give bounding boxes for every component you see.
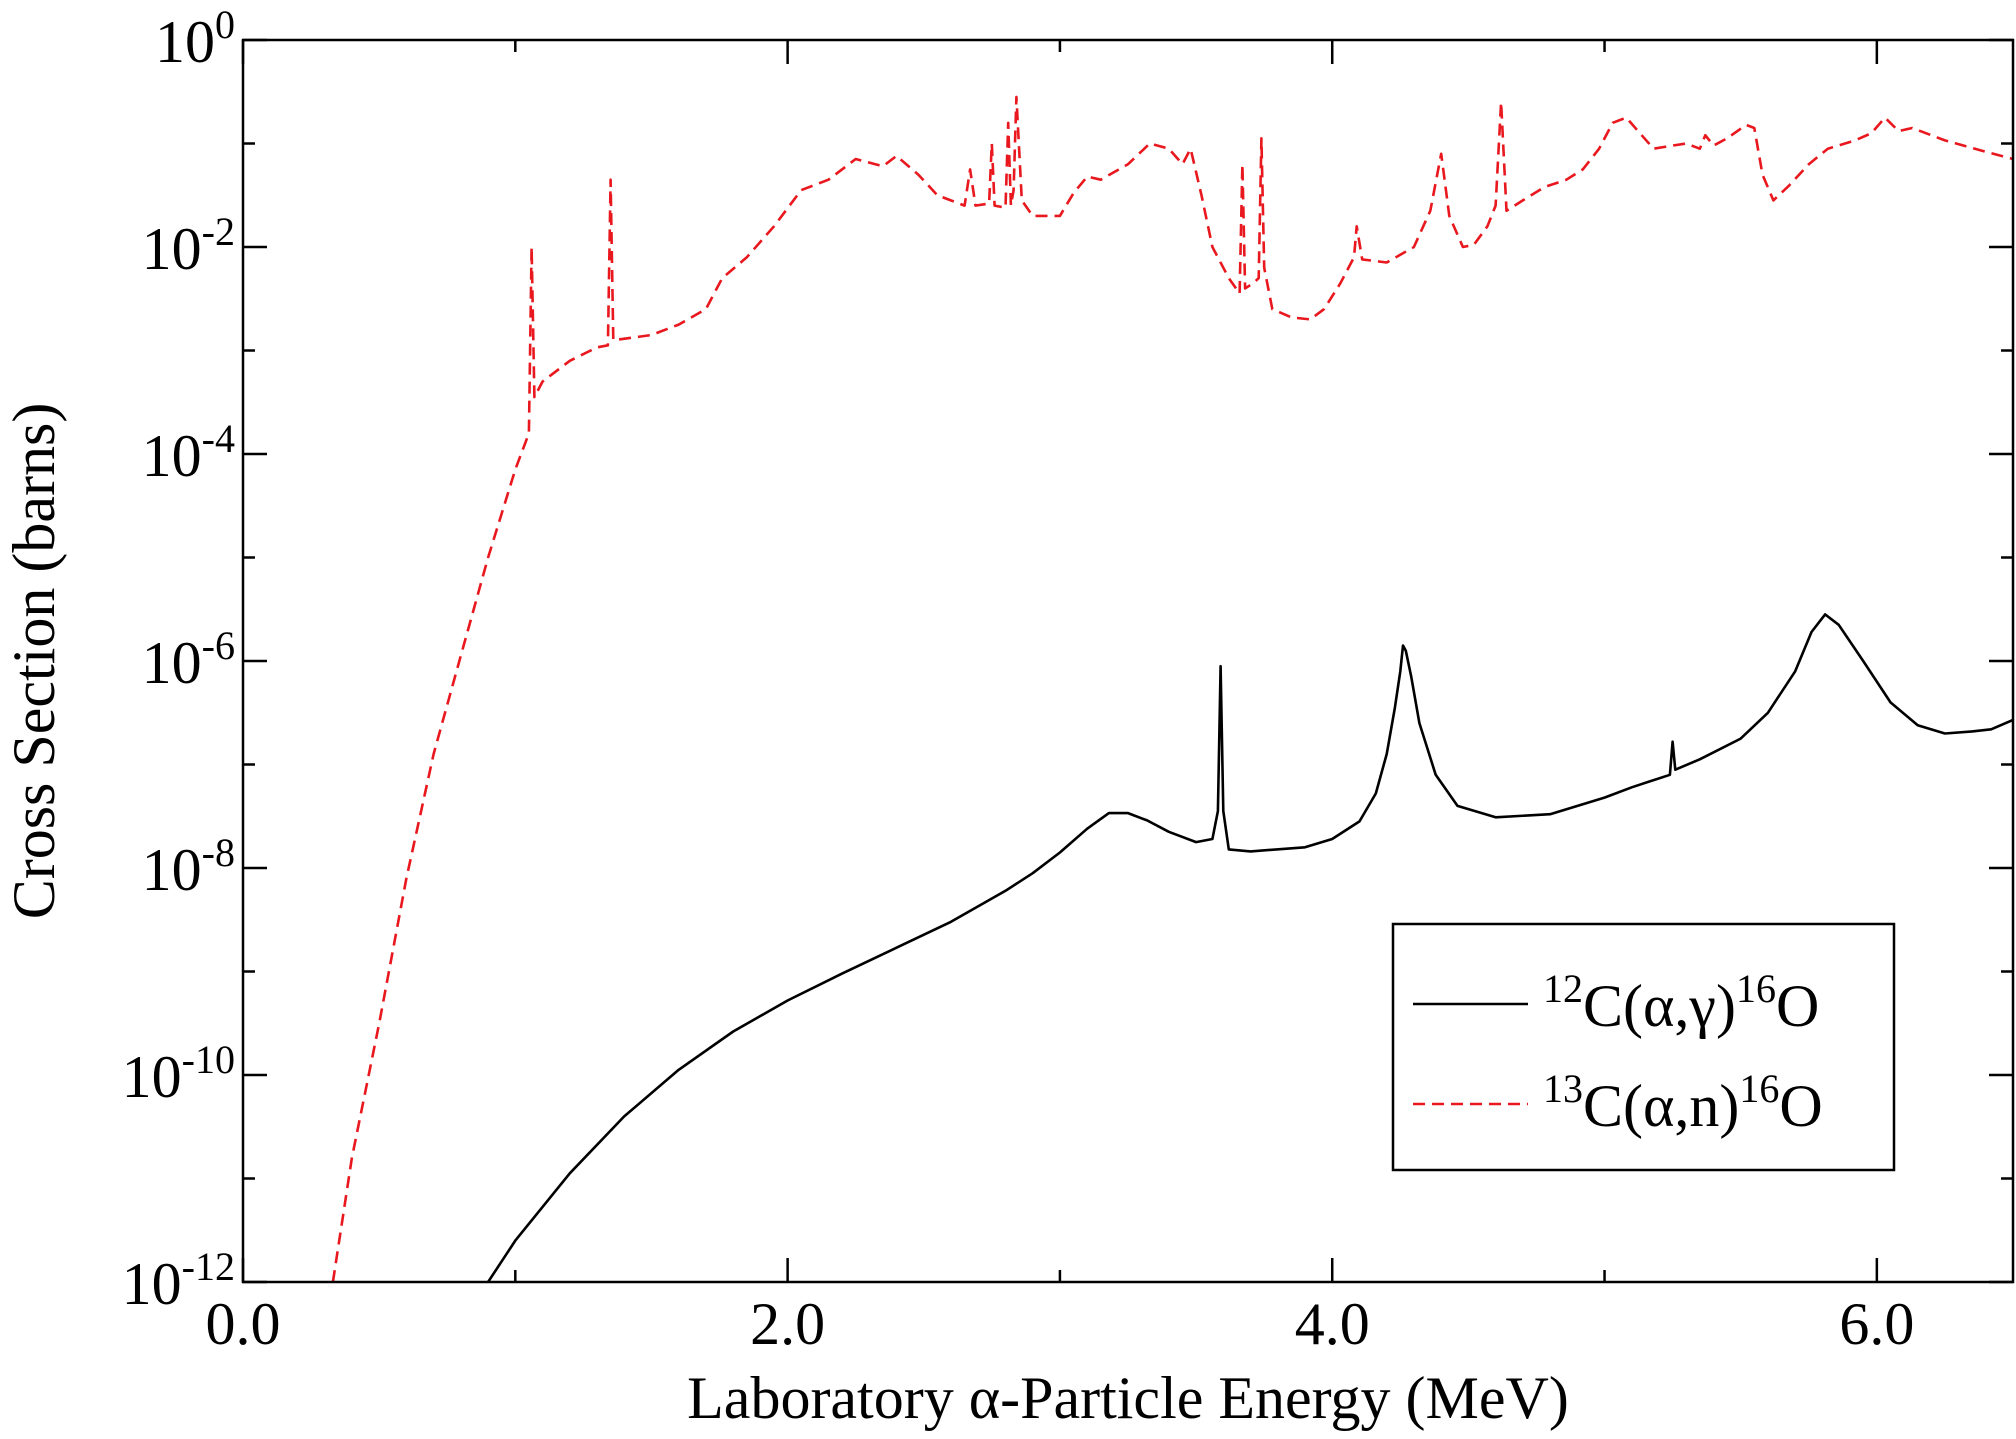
y-tick-base: 10 bbox=[142, 216, 202, 282]
y-tick-exponent: -6 bbox=[202, 623, 235, 668]
y-tick-base: 10 bbox=[122, 1251, 182, 1317]
legend-text: O bbox=[1779, 1073, 1822, 1139]
legend-superscript: 16 bbox=[1736, 966, 1776, 1011]
legend-superscript: 16 bbox=[1739, 1066, 1779, 1111]
y-tick-exponent: -8 bbox=[202, 830, 235, 875]
legend-superscript: 13 bbox=[1543, 1066, 1583, 1111]
y-tick-label: 10-6 bbox=[142, 623, 235, 696]
y-tick-label: 10-4 bbox=[142, 416, 235, 489]
x-axis-title: Laboratory α-Particle Energy (MeV) bbox=[687, 1365, 1569, 1431]
x-tick-label: 6.0 bbox=[1839, 1291, 1914, 1357]
y-axis-title: Cross Section (barns) bbox=[1, 403, 67, 920]
series-lines bbox=[331, 95, 2013, 1282]
y-tick-exponent: -10 bbox=[182, 1037, 235, 1082]
y-tick-exponent: -2 bbox=[202, 209, 235, 254]
y-tick-label: 100 bbox=[155, 2, 235, 75]
axis-ticks bbox=[241, 38, 2013, 1284]
series-line-2 bbox=[331, 95, 2013, 1282]
y-tick-base: 10 bbox=[155, 9, 215, 75]
y-tick-base: 10 bbox=[142, 423, 202, 489]
legend-box bbox=[1391, 922, 1896, 1172]
x-tick-label: 2.0 bbox=[750, 1291, 825, 1357]
y-tick-base: 10 bbox=[142, 837, 202, 903]
y-tick-base: 10 bbox=[142, 630, 202, 696]
legend-label-1: 12C(α,γ)16O bbox=[1543, 966, 1819, 1039]
tick-labels: 0.0 2.0 4.0 6.010010-210-410-610-810-1010-1… bbox=[122, 2, 1915, 1357]
plot-frame bbox=[241, 38, 2015, 1284]
legend-superscript: 12 bbox=[1543, 966, 1583, 1011]
x-tick-label: 0.0 bbox=[206, 1291, 281, 1357]
legend-label-2: 13C(α,n)16O bbox=[1543, 1066, 1823, 1139]
y-tick-label: 10-10 bbox=[122, 1037, 235, 1110]
legend-text: C(α,γ) bbox=[1583, 973, 1736, 1039]
y-tick-label: 10-12 bbox=[122, 1244, 235, 1317]
y-tick-label: 10-8 bbox=[142, 830, 235, 903]
legend-text: C(α,n) bbox=[1583, 1073, 1739, 1139]
x-tick-label: 4.0 bbox=[1295, 1291, 1370, 1357]
y-tick-exponent: 0 bbox=[215, 2, 235, 47]
y-tick-base: 10 bbox=[122, 1044, 182, 1110]
y-tick-label: 10-2 bbox=[142, 209, 235, 282]
legend-text: O bbox=[1776, 973, 1819, 1039]
y-tick-exponent: -4 bbox=[202, 416, 235, 461]
series-line-1 bbox=[487, 613, 2013, 1282]
y-tick-exponent: -12 bbox=[182, 1244, 235, 1289]
